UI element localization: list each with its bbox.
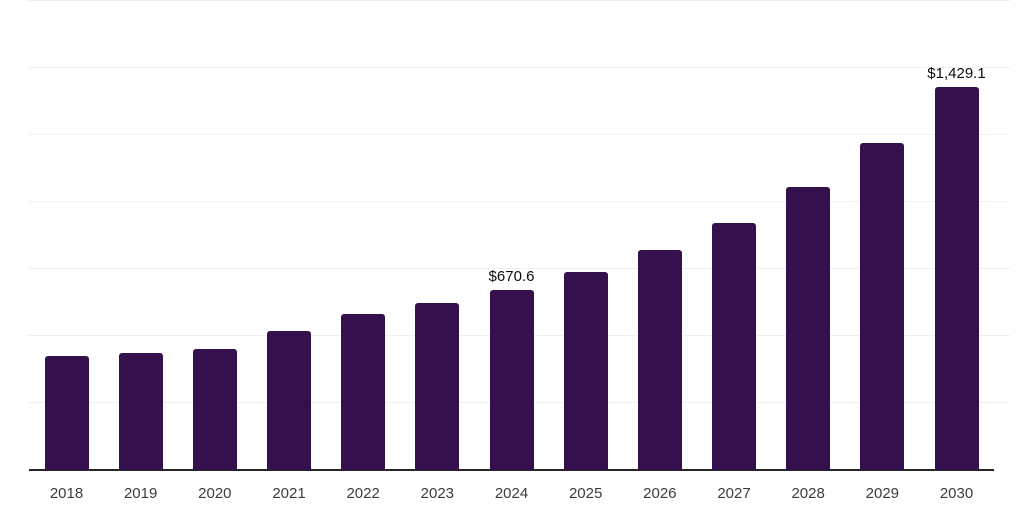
x-tick-2030: 2030 bbox=[939, 485, 974, 502]
bar-2025 bbox=[563, 272, 608, 470]
x-tick-2021: 2021 bbox=[272, 485, 306, 502]
bar-2019 bbox=[118, 353, 163, 470]
gridline bbox=[29, 67, 1010, 68]
x-tick-2024: 2024 bbox=[494, 485, 529, 502]
x-tick-2027: 2027 bbox=[717, 485, 751, 502]
x-tick-2022: 2022 bbox=[346, 485, 380, 502]
x-tick-2020: 2020 bbox=[198, 485, 232, 502]
bar-2029 bbox=[860, 143, 905, 470]
x-tick-2023: 2023 bbox=[420, 485, 455, 502]
x-tick-2028: 2028 bbox=[791, 485, 825, 502]
bar-2023 bbox=[415, 303, 460, 470]
bar-2026 bbox=[637, 250, 682, 470]
gridline bbox=[29, 268, 1010, 269]
bar-2024 bbox=[489, 290, 534, 470]
x-tick-2026: 2026 bbox=[643, 485, 677, 502]
gridline bbox=[29, 134, 1010, 135]
bar-2028 bbox=[786, 187, 831, 470]
bar-2021 bbox=[267, 331, 311, 470]
data-label-2024: $670.6 bbox=[488, 268, 535, 286]
bar-2030 bbox=[934, 87, 979, 470]
x-tick-2029: 2029 bbox=[865, 485, 900, 502]
gridline bbox=[29, 201, 1010, 202]
x-tick-2019: 2019 bbox=[123, 485, 158, 502]
data-label-2030: $1,429.1 bbox=[927, 65, 986, 83]
x-axis-line bbox=[29, 469, 994, 471]
bar-2027 bbox=[712, 223, 756, 470]
bar-2020 bbox=[192, 349, 237, 470]
bar-2018 bbox=[44, 355, 89, 470]
x-tick-2018: 2018 bbox=[49, 485, 84, 502]
gridline bbox=[29, 0, 1010, 1]
bar-2022 bbox=[341, 314, 386, 470]
x-tick-2025: 2025 bbox=[568, 485, 603, 502]
plot-area: 2018 2019 2020 2021 2022 2023 2024 $670.6 2025 20… bbox=[29, 0, 1010, 502]
